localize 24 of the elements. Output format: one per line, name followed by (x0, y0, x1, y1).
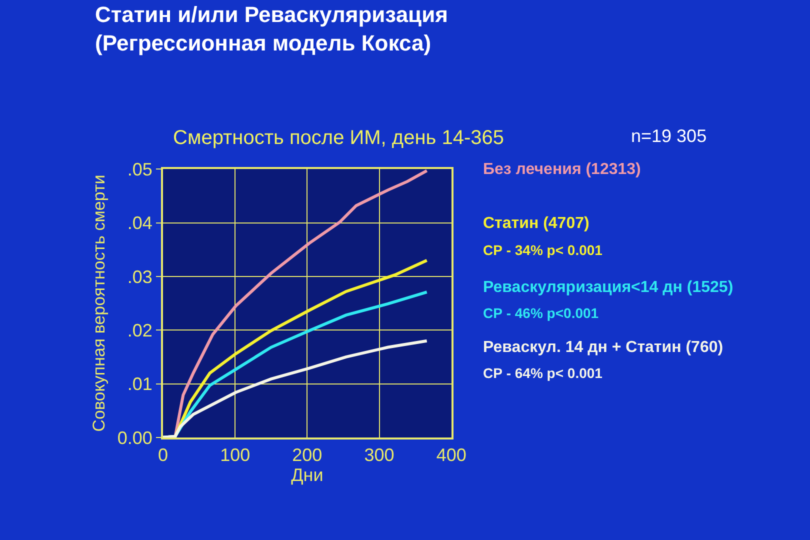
y-tick-label: .05 (127, 159, 152, 180)
text: n=19 305 (631, 126, 707, 146)
text: Статин (4707) (483, 215, 590, 232)
y-tick-label: .01 (127, 374, 152, 394)
y-tick-label: .04 (127, 213, 152, 234)
line-series (163, 339, 428, 438)
y-tick-label: .03 (127, 266, 152, 287)
x-axis-title: Дни (291, 465, 324, 486)
text: Реваскул. 14 дн + Статин (760) (483, 339, 724, 356)
y-tick-label: 0.00 (117, 428, 152, 448)
x-tick-label: 200 (292, 445, 322, 466)
text: Без лечения (12313) (483, 161, 641, 178)
x-tick-label: 100 (220, 445, 250, 466)
chart-title: Статин и/или Реваскуляризация (Регрессионная модель Кокса) (95, 2, 448, 56)
x-tick-label: 300 (364, 445, 394, 466)
chart-subtitle: Смертность после ИМ, день 14-365 (173, 127, 504, 149)
text: СР - 34% p< 0.001 (483, 242, 603, 258)
text: СР - 46% p<0.001 (483, 305, 599, 321)
y-tick-label: .02 (127, 320, 152, 340)
x-tick-label: 0 (158, 445, 168, 466)
y-axis-title: Совокупная вероятность смерти (89, 174, 108, 432)
x-tick-label: 400 (436, 445, 466, 466)
text: СР - 64% p< 0.001 (483, 365, 603, 381)
text: Реваскуляризация<14 дн (1525) (483, 279, 734, 296)
